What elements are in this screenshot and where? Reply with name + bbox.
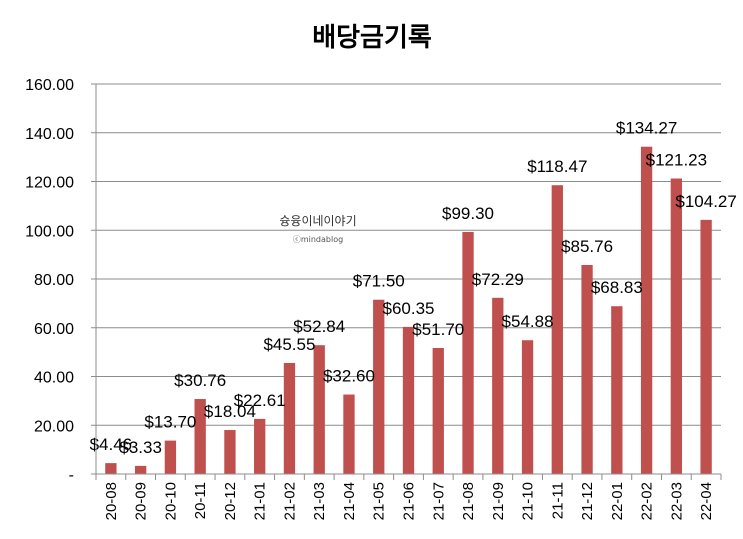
x-tick-label: 21-05	[371, 482, 388, 520]
x-axis-ticks: 20-08 20-09 20-10 20-11 20-12 21-01 21-02 21-03…	[95, 474, 722, 520]
x-tick-label: 21-07	[430, 482, 447, 520]
data-label: $99.30	[442, 204, 494, 223]
bar	[432, 347, 444, 474]
data-label: $54.88	[502, 312, 554, 331]
bar	[670, 178, 683, 474]
bar	[551, 185, 563, 474]
axes	[95, 84, 721, 475]
data-label: $45.55	[263, 335, 315, 354]
chart-title: 배당금기록	[312, 23, 432, 53]
data-label: $104.27	[675, 192, 736, 211]
data-label: $118.47	[527, 157, 587, 176]
bar	[194, 399, 206, 474]
watermark-credit: ⓒmindablog	[293, 235, 343, 244]
y-tick-label: -	[69, 467, 74, 484]
x-tick-label: 22-03	[668, 482, 685, 520]
watermark-title: 슝융이네이야기	[279, 214, 356, 228]
y-tick-label: 100.00	[25, 223, 74, 240]
bars	[105, 146, 712, 475]
bar	[283, 362, 296, 474]
x-tick-label: 21-08	[460, 482, 477, 520]
bar	[611, 306, 623, 474]
bar	[700, 219, 712, 474]
data-label: $30.76	[174, 371, 226, 390]
bar	[492, 297, 504, 474]
data-label: $121.23	[646, 151, 707, 170]
bar	[313, 345, 325, 474]
x-tick-label: 20-10	[162, 482, 179, 520]
x-tick-label: 22-01	[609, 482, 626, 520]
x-tick-label: 20-08	[103, 482, 120, 520]
data-label: $22.61	[234, 391, 286, 410]
x-tick-label: 21-09	[490, 482, 507, 520]
bar	[581, 264, 593, 474]
data-label: $68.83	[591, 278, 643, 297]
data-label: $134.27	[616, 119, 677, 138]
x-tick-label: 22-04	[698, 482, 715, 520]
x-tick-label: 22-02	[639, 482, 656, 520]
data-labels: $4.46$3.33 $13.70 $30.76 $18.04$22.61 $45.55…	[90, 119, 737, 457]
data-label: $72.29	[472, 270, 524, 289]
bar	[134, 465, 147, 474]
data-label: $4.46	[90, 435, 133, 454]
x-tick-label: 21-01	[252, 482, 269, 520]
x-tick-label: 21-10	[520, 482, 537, 520]
x-tick-label: 21-12	[579, 482, 596, 520]
bar	[105, 463, 117, 474]
y-tick-label: 60.00	[34, 321, 74, 338]
bar	[402, 326, 415, 474]
data-label: $85.76	[561, 237, 613, 256]
y-tick-label: 40.00	[34, 370, 74, 387]
bar	[224, 430, 236, 474]
data-label: $32.60	[323, 367, 375, 386]
bar	[254, 418, 266, 474]
data-label: $60.35	[383, 299, 435, 318]
x-tick-label: 21-02	[281, 482, 298, 520]
data-label: $71.50	[353, 272, 405, 291]
x-tick-label: 20-11	[192, 482, 209, 519]
y-tick-label: 80.00	[34, 272, 74, 289]
x-tick-label: 21-06	[401, 482, 418, 520]
data-label: $18.04	[204, 402, 256, 421]
x-tick-label: 21-04	[341, 482, 358, 520]
bar	[640, 146, 653, 475]
bar	[521, 340, 534, 474]
bar	[462, 231, 474, 474]
x-tick-label: 20-09	[133, 482, 150, 520]
data-label: $52.84	[293, 317, 345, 336]
x-tick-label: 21-03	[311, 482, 328, 520]
x-tick-label: 21-11	[549, 482, 566, 519]
y-tick-label: 20.00	[34, 418, 74, 435]
y-axis-ticks: - 20.00 40.00 60.00 80.00 100.00 120.00 140.00 1…	[25, 77, 74, 484]
bar	[164, 440, 177, 474]
y-tick-label: 120.00	[25, 175, 74, 192]
x-tick-label: 20-12	[222, 482, 239, 520]
bar	[343, 394, 355, 474]
y-tick-label: 140.00	[25, 126, 74, 143]
bar	[373, 299, 385, 474]
data-label: $13.70	[144, 413, 196, 432]
y-tick-label: 160.00	[25, 77, 74, 94]
data-label: $51.70	[412, 320, 464, 339]
data-label: $3.33	[119, 438, 162, 457]
